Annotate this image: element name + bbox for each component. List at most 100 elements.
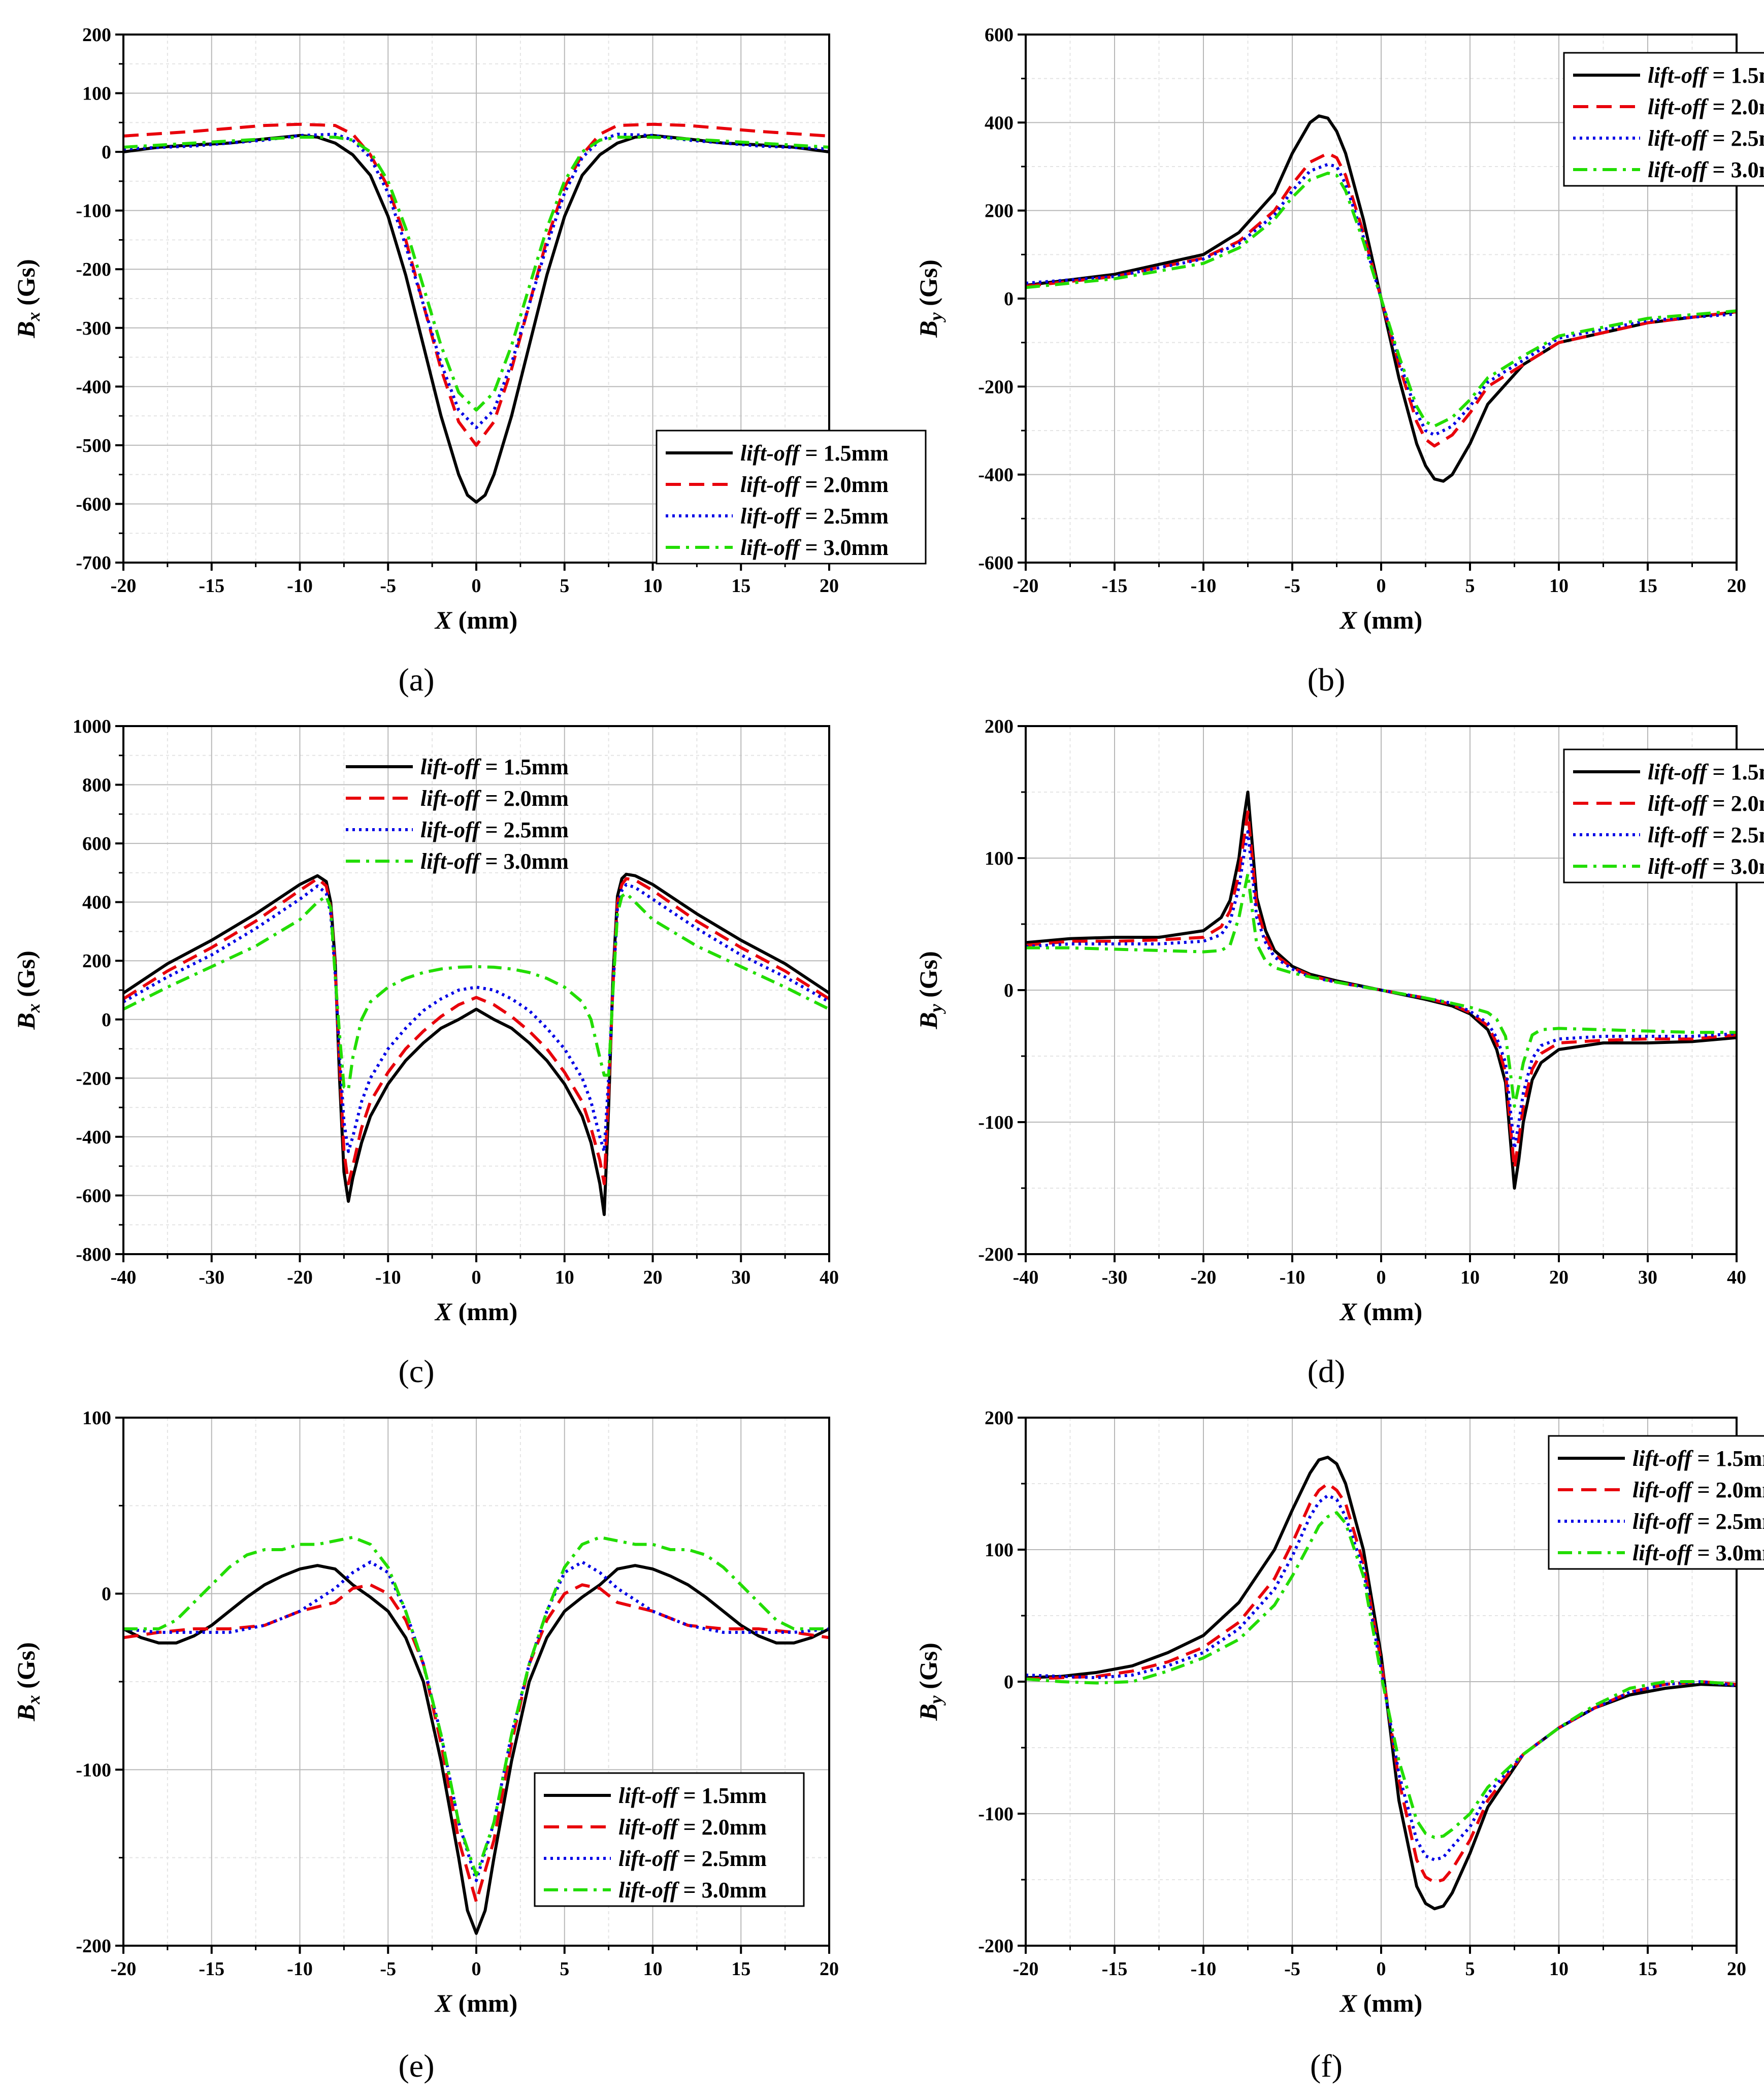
legend-eq: = (1707, 63, 1731, 88)
legend-eq: = (800, 504, 824, 529)
x-tick-label: -15 (199, 1958, 224, 1980)
legend-eq: = (480, 786, 504, 811)
x-axis-unit: (mm) (1357, 606, 1422, 634)
legend-value: 2.5mm (1731, 126, 1764, 151)
legend-entry: lift-off = 1.5mm (1632, 1446, 1764, 1471)
legend-prefix: lift-off (1632, 1446, 1694, 1471)
legend-value: 3.0mm (504, 849, 569, 874)
legend-prefix: lift-off (1648, 126, 1709, 151)
y-tick-label: -100 (76, 1759, 111, 1781)
y-tick-label: 200 (985, 201, 1014, 222)
x-tick-label: -10 (287, 1958, 313, 1980)
y-axis-unit: (Gs) (12, 1642, 40, 1695)
x-tick-label: 20 (643, 1267, 663, 1288)
legend-prefix: lift-off (618, 1815, 680, 1840)
legend-eq: = (480, 755, 504, 779)
x-tick-label: -10 (287, 575, 313, 597)
x-tick-label: 15 (1638, 575, 1657, 597)
x-axis-label: X (mm) (1339, 1989, 1422, 2017)
y-tick-label: 0 (1004, 1672, 1014, 1693)
y-axis-label: By (Gs) (914, 259, 946, 338)
legend-entry: lift-off = 2.0mm (420, 786, 569, 811)
legend-prefix: lift-off (1632, 1541, 1694, 1565)
y-axis-subscript: y (926, 312, 946, 322)
legend-entry: lift-off = 2.0mm (618, 1815, 767, 1840)
x-tick-label: -5 (380, 575, 396, 597)
y-tick-label: 600 (985, 24, 1014, 46)
series-line-3.0mm (123, 892, 829, 1092)
y-tick-label: -200 (76, 259, 111, 280)
legend-eq: = (678, 1846, 702, 1871)
legend-value: 2.0mm (1716, 1478, 1764, 1502)
legend-eq: = (1707, 854, 1731, 879)
x-axis-unit: (mm) (452, 606, 517, 634)
legend-eq: = (1707, 823, 1731, 847)
y-axis-variable: B (914, 320, 942, 338)
legend-prefix: lift-off (1648, 157, 1709, 182)
legend-value: 2.5mm (1716, 1509, 1764, 1534)
x-tick-label: 10 (1549, 575, 1569, 597)
y-tick-label: -400 (76, 1127, 111, 1148)
series-line-2.0mm (1026, 1482, 1737, 1884)
x-tick-label: 40 (820, 1267, 839, 1288)
y-tick-label: -200 (76, 1068, 111, 1089)
x-tick-label: 0 (472, 575, 481, 597)
legend-entry: lift-off = 3.0mm (618, 1878, 767, 1903)
legend-value: 3.0mm (702, 1878, 767, 1903)
x-axis-unit: (mm) (452, 1297, 517, 1326)
x-tick-label: -40 (1013, 1267, 1039, 1288)
y-tick-label: 200 (82, 951, 111, 972)
legend-entry: lift-off = 3.0mm (420, 849, 569, 874)
legend-value: 1.5mm (702, 1783, 767, 1808)
y-tick-label: -100 (76, 201, 111, 222)
y-axis-unit: (Gs) (914, 951, 942, 1004)
legend-entry: lift-off = 2.5mm (1632, 1509, 1764, 1534)
legend-value: 3.0mm (1731, 157, 1764, 182)
y-tick-label: -600 (76, 494, 111, 515)
legend-prefix: lift-off (618, 1878, 680, 1903)
x-tick-label: -15 (1102, 1958, 1128, 1980)
y-tick-label: 200 (985, 1407, 1014, 1429)
legend-entry: lift-off = 2.0mm (740, 472, 889, 497)
x-axis-variable: X (1339, 1297, 1358, 1326)
legend-entry: lift-off = 3.0mm (1632, 1541, 1764, 1565)
x-tick-label: -10 (1191, 1958, 1217, 1980)
legend-eq: = (800, 535, 824, 560)
x-tick-label: -5 (1284, 575, 1300, 597)
y-tick-label: 200 (82, 24, 111, 46)
legend-entry: lift-off = 1.5mm (740, 441, 889, 466)
x-tick-label: -15 (199, 575, 224, 597)
legend-prefix: lift-off (1648, 823, 1709, 847)
panel-caption: (d) (1308, 1353, 1346, 1389)
y-tick-label: -700 (76, 552, 111, 574)
x-axis-unit: (mm) (1357, 1297, 1422, 1326)
y-tick-label: 100 (82, 83, 111, 105)
x-axis-variable: X (434, 606, 453, 634)
legend-entry: lift-off = 1.5mm (618, 1783, 767, 1808)
x-tick-label: 10 (643, 575, 663, 597)
y-axis-variable: B (12, 321, 40, 338)
x-tick-label: -30 (199, 1267, 224, 1288)
x-tick-label: -15 (1102, 575, 1128, 597)
y-tick-label: -300 (76, 318, 111, 339)
legend-prefix: lift-off (1648, 854, 1709, 879)
legend-eq: = (1707, 94, 1731, 119)
x-tick-label: -20 (111, 1958, 137, 1980)
y-tick-label: -100 (978, 1804, 1014, 1825)
legend-value: 2.0mm (1731, 94, 1764, 119)
legend-prefix: lift-off (420, 849, 482, 874)
y-tick-label: 100 (985, 848, 1014, 869)
y-tick-label: -800 (76, 1244, 111, 1265)
x-tick-label: -20 (1191, 1267, 1217, 1288)
legend-prefix: lift-off (1648, 760, 1709, 784)
y-tick-label: -200 (978, 1244, 1014, 1265)
legend-value: 3.0mm (824, 535, 889, 560)
series-line-2.5mm (1026, 162, 1737, 437)
series-line-3.0mm (123, 1535, 829, 1877)
legend-eq: = (1692, 1509, 1716, 1534)
y-axis-subscript: x (23, 312, 44, 321)
x-tick-label: 5 (1465, 575, 1475, 597)
y-axis-variable: B (12, 1704, 40, 1721)
legend-eq: = (1692, 1541, 1716, 1565)
x-tick-label: 20 (820, 575, 839, 597)
